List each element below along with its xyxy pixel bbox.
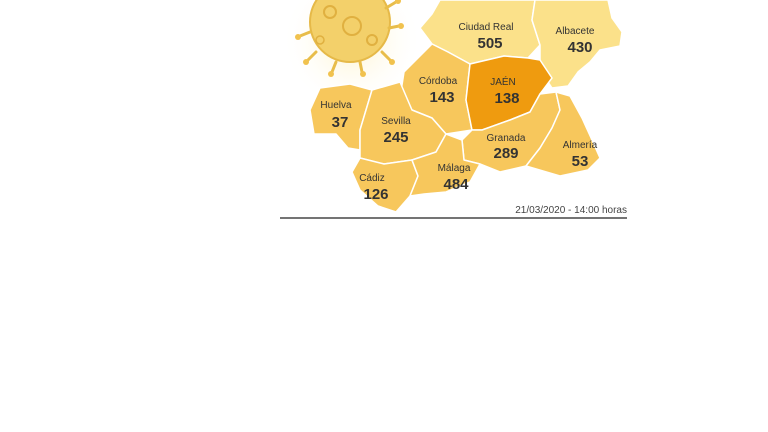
label-value: 126 bbox=[363, 186, 388, 203]
label-name: Huelva bbox=[320, 100, 352, 111]
label-name: Granada bbox=[487, 133, 526, 144]
label-name: JAÉN bbox=[490, 75, 516, 88]
timestamp: 21/03/2020 - 14:00 horas bbox=[515, 205, 627, 216]
label-name: Almería bbox=[563, 140, 598, 151]
label-name: Albacete bbox=[556, 26, 595, 37]
label-value: 143 bbox=[429, 89, 454, 106]
label-value: 245 bbox=[383, 129, 408, 146]
virus-icon bbox=[295, 0, 404, 77]
label-name: Córdoba bbox=[419, 76, 458, 87]
label-value: 430 bbox=[567, 39, 592, 56]
label-name: Cádiz bbox=[359, 173, 385, 184]
province-malaga bbox=[409, 133, 481, 197]
province-labels: Ciudad Real 505 Albacete 430 Córdoba 143… bbox=[320, 22, 597, 203]
label-value: 289 bbox=[493, 145, 518, 162]
province-albacete bbox=[531, 0, 623, 89]
province-almeria bbox=[525, 91, 601, 177]
label-name: Ciudad Real bbox=[458, 22, 513, 33]
label-value: 484 bbox=[443, 176, 469, 193]
label-value: 505 bbox=[477, 35, 502, 52]
label-value: 53 bbox=[572, 153, 589, 170]
label-name: Sevilla bbox=[381, 116, 411, 127]
label-name: Málaga bbox=[438, 163, 471, 174]
label-value: 138 bbox=[494, 90, 519, 107]
label-value: 37 bbox=[332, 114, 349, 131]
province-cadiz bbox=[351, 157, 419, 213]
